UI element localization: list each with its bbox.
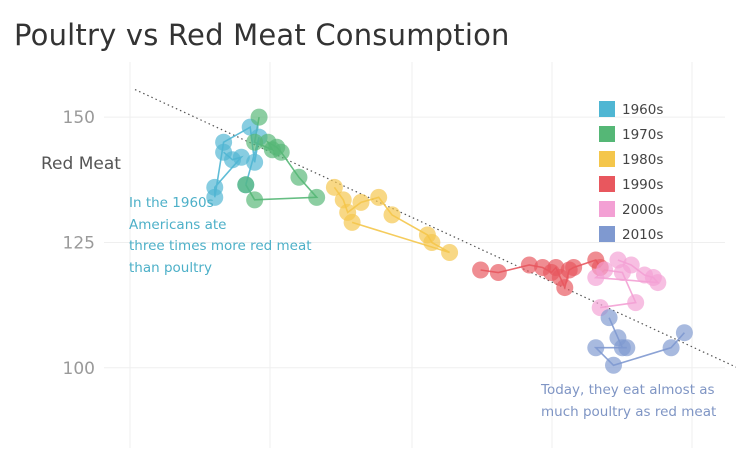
legend-label-1980s: 1980s [622, 152, 663, 168]
chart-title: Poultry vs Red Meat Consumption [14, 18, 510, 52]
data-point-1970s [308, 188, 326, 206]
annotation-today: Today, they eat almost as much poultry a… [541, 382, 717, 420]
data-point-1970s [272, 143, 290, 161]
legend-swatch-1960s [599, 101, 615, 117]
legend-swatch-1970s [599, 126, 615, 142]
data-point-2010s [662, 339, 680, 357]
data-point-1990s [520, 256, 538, 274]
series-points [206, 108, 693, 374]
data-point-1970s [246, 191, 264, 209]
data-point-2000s [613, 264, 631, 282]
y-tick-label: 100 [63, 359, 95, 379]
data-point-2000s [649, 274, 667, 292]
legend-swatch-2000s [599, 201, 615, 217]
data-point-1980s [423, 233, 441, 251]
legend: 1960s 1970s 1980s 1990s 2000s 2010s [599, 101, 663, 243]
data-point-1980s [325, 178, 343, 196]
legend-label-1970s: 1970s [622, 127, 663, 143]
y-tick-label: 150 [63, 108, 95, 128]
legend-swatch-2010s [599, 226, 615, 242]
y-tick-label: 125 [63, 233, 95, 253]
data-point-1990s [556, 279, 574, 297]
data-point-1960s [232, 148, 250, 166]
data-point-1980s [343, 213, 361, 231]
data-point-1960s [215, 133, 233, 151]
data-point-2010s [587, 339, 605, 357]
data-point-1970s [290, 168, 308, 186]
data-point-1990s [489, 264, 507, 282]
data-point-1980s [352, 193, 370, 211]
legend-label-2010s: 2010s [622, 227, 663, 243]
data-point-2010s [600, 309, 618, 327]
data-point-1990s [472, 261, 490, 279]
data-point-1970s [246, 133, 264, 151]
y-axis-ticks: 100 125 150 [63, 108, 95, 379]
data-point-1980s [441, 243, 459, 261]
legend-swatch-1980s [599, 151, 615, 167]
data-point-1980s [383, 206, 401, 224]
data-point-2010s [618, 339, 636, 357]
data-point-1970s [250, 108, 268, 126]
data-point-1960s [246, 153, 264, 171]
legend-label-2000s: 2000s [622, 202, 663, 218]
y-axis-label: Red Meat [41, 154, 121, 174]
data-point-1970s [237, 176, 255, 194]
annotation-1960s: In the 1960s Americans ate three times m… [129, 195, 312, 276]
data-point-1960s [206, 188, 224, 206]
data-point-2000s [596, 261, 614, 279]
data-point-2000s [627, 294, 645, 312]
data-point-2010s [605, 356, 623, 374]
legend-swatch-1990s [599, 176, 615, 192]
legend-label-1960s: 1960s [622, 102, 663, 118]
legend-label-1990s: 1990s [622, 177, 663, 193]
data-point-2010s [675, 324, 693, 342]
data-point-1980s [370, 188, 388, 206]
data-point-1990s [565, 259, 583, 277]
